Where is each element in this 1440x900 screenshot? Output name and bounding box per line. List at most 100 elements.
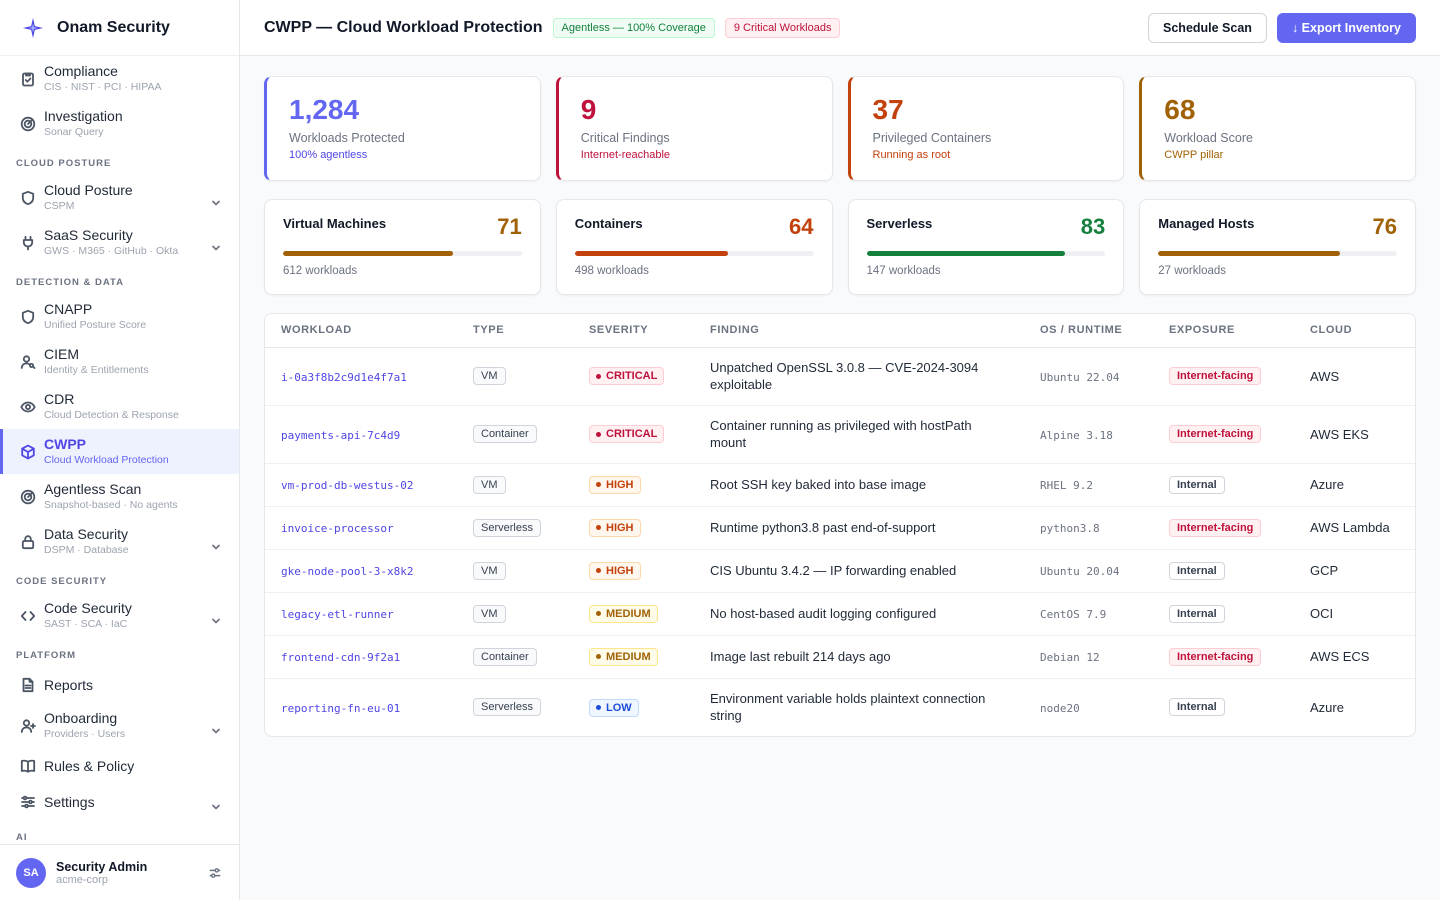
stat-cards: 1,284 Workloads Protected 100% agentless… [264,76,1416,181]
sidebar-item-sub: Cloud Detection & Response [44,409,179,421]
workload-link[interactable]: vm-prod-db-westus-02 [281,479,414,492]
column-header-type[interactable]: TYPE [457,314,573,348]
column-header-exposure[interactable]: EXPOSURE [1153,314,1294,348]
type-badge: Serverless [473,518,541,537]
page-header: CWPP — Cloud Workload Protection Agentle… [240,0,1440,56]
cell-finding: Container running as privileged with hos… [694,405,1024,464]
category-card-serverless[interactable]: Serverless 83 147 workloads [847,199,1125,295]
sidebar-item-label: SaaS Security [44,227,133,243]
sidebar-item-agentless-scan[interactable]: Agentless Scan Snapshot-based · No agents [0,474,239,519]
sidebar-item-settings[interactable]: Settings [0,784,239,820]
cell-cloud: GCP [1294,549,1415,593]
workload-link[interactable]: legacy-etl-runner [281,608,394,621]
sidebar-item-cnapp[interactable]: CNAPP Unified Posture Score [0,294,239,339]
column-header-os-runtime[interactable]: OS / RUNTIME [1024,314,1153,348]
chevron-down-icon[interactable] [211,798,221,816]
chevron-down-icon[interactable] [211,194,221,212]
stat-note: 100% agentless [289,149,368,161]
document-icon [20,677,36,693]
cell-type: VM [457,463,573,507]
export-inventory-button[interactable]: ↓ Export Inventory [1276,13,1416,43]
cell-os-runtime: Ubuntu 22.04 [1024,347,1153,406]
cell-severity: CRITICAL [573,347,694,406]
severity-label: LOW [606,701,632,714]
column-header-cloud[interactable]: CLOUD [1294,314,1415,348]
cell-workload: vm-prod-db-westus-02 [265,463,457,507]
section-ai: AI [16,832,28,843]
cell-cloud: OCI [1294,592,1415,636]
sidebar-item-saas-security[interactable]: SaaS Security GWS · M365 · GitHub · Okta [0,220,239,265]
os-runtime-value: Alpine 3.18 [1040,428,1113,442]
chevron-down-icon[interactable] [211,239,221,257]
severity-label: CRITICAL [606,428,658,441]
sidebar-item-data-security[interactable]: Data Security DSPM · Database [0,519,239,564]
user-settings-icon[interactable] [208,866,222,885]
category-card-managed-hosts[interactable]: Managed Hosts 76 27 workloads [1139,199,1416,295]
sidebar-item-investigation[interactable]: Investigation Sonar Query [0,101,239,146]
sidebar-item-ciem[interactable]: CIEM Identity & Entitlements [0,339,239,384]
table-row[interactable]: gke-node-pool-3-x8k2 VM HIGH CIS Ubuntu 3.4… [265,549,1415,593]
table-row[interactable]: reporting-fn-eu-01 Serverless LOW Environme… [265,678,1415,736]
sidebar-item-onboarding[interactable]: Onboarding Providers · Users [0,703,239,748]
table-row[interactable]: payments-api-7c4d9 Container CRITICAL Conta… [265,405,1415,464]
coverage-badge: Agentless — 100% Coverage [552,17,715,38]
table-row[interactable]: legacy-etl-runner VM MEDIUM No host-based a… [265,592,1415,636]
cell-exposure: Internal [1153,592,1294,636]
sidebar-item-rules-policy[interactable]: Rules & Policy [0,748,239,784]
workload-link[interactable]: frontend-cdn-9f2a1 [281,651,401,664]
chevron-down-icon[interactable] [211,722,221,740]
cell-type: VM [457,592,573,636]
sidebar-item-cwpp[interactable]: CWPP Cloud Workload Protection [0,429,239,474]
exposure-badge: Internal [1169,561,1225,580]
chevron-down-icon[interactable] [211,538,221,556]
sidebar-item-sub: Sonar Query [44,126,104,138]
workload-link[interactable]: payments-api-7c4d9 [281,428,401,442]
user-key-icon [20,354,36,370]
cell-cloud: AWS ECS [1294,635,1415,679]
sidebar-item-cdr[interactable]: CDR Cloud Detection & Response [0,384,239,429]
category-progress-fill [283,251,453,256]
table-row[interactable]: vm-prod-db-westus-02 VM HIGH Root SSH key b… [265,463,1415,507]
type-badge: VM [473,604,506,623]
eye-icon [20,399,36,415]
column-header-workload[interactable]: WORKLOAD [265,314,457,348]
sidebar-item-sub: Providers · Users [44,728,126,740]
cell-workload: gke-node-pool-3-x8k2 [265,549,457,593]
exposure-badge: Internet-facing [1169,518,1262,537]
sidebar-item-sub: DSPM · Database [44,544,129,556]
chevron-down-icon[interactable] [211,612,221,630]
cell-os-runtime: python3.8 [1024,506,1153,550]
sidebar-item-label: Settings [44,793,95,810]
workload-link[interactable]: i-0a3f8b2c9d1e4f7a1 [281,370,407,384]
column-header-finding[interactable]: FINDING [694,314,1024,348]
schedule-scan-button[interactable]: Schedule Scan [1148,13,1267,43]
severity-badge: MEDIUM [589,604,658,623]
sidebar-item-label: Cloud Posture [44,182,133,198]
user-profile[interactable]: SA Security Admin acme-corp [0,844,239,900]
severity-dot-icon [596,611,601,617]
category-card-containers[interactable]: Containers 64 498 workloads [555,199,833,295]
sidebar-item-compliance[interactable]: Compliance CIS · NIST · PCI · HIPAA [0,56,239,101]
sidebar-item-label: CNAPP [44,301,93,317]
stat-note: Running as root [872,149,951,161]
sidebar-item-code-security[interactable]: Code Security SAST · SCA · IaC [0,593,239,638]
workload-link[interactable]: reporting-fn-eu-01 [281,701,401,715]
table-row[interactable]: i-0a3f8b2c9d1e4f7a1 VM CRITICAL Unpatched O… [265,347,1415,406]
shield-icon [20,309,36,325]
sidebar-item-reports[interactable]: Reports [0,667,239,703]
table-row[interactable]: frontend-cdn-9f2a1 Container MEDIUM Image l… [265,635,1415,679]
sidebar-item-sub: CIS · NIST · PCI · HIPAA [44,81,162,93]
category-score: 71 [497,214,522,239]
workload-link[interactable]: invoice-processor [281,522,394,535]
cell-finding: Image last rebuilt 214 days ago [694,635,1024,679]
workload-link[interactable]: gke-node-pool-3-x8k2 [281,565,414,578]
sidebar-item-cloud-posture[interactable]: Cloud Posture CSPM [0,175,239,220]
severity-dot-icon [596,654,601,660]
stat-card-workloads-protected: 1,284 Workloads Protected 100% agentless [264,76,541,181]
brand[interactable]: Onam Security [0,0,239,56]
column-header-severity[interactable]: SEVERITY [573,314,694,348]
severity-label: HIGH [606,478,634,491]
table-row[interactable]: invoice-processor Serverless HIGH Runtime p… [265,506,1415,550]
cell-type: Container [457,405,573,464]
category-card-virtual-machines[interactable]: Virtual Machines 71 612 workloads [264,199,541,295]
